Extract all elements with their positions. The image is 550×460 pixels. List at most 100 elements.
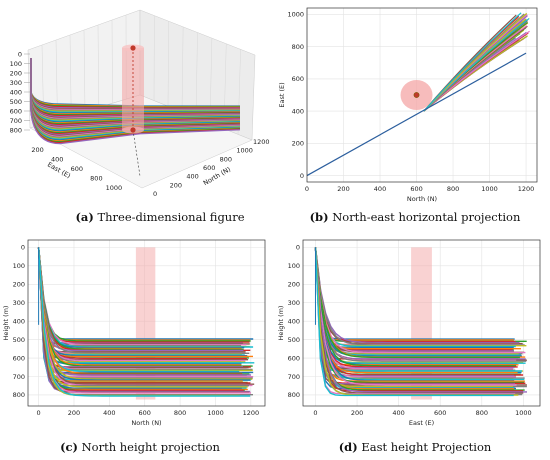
a-z-tick-label: 300 — [10, 79, 22, 87]
c-trajectory-line — [37, 247, 255, 364]
d-trajectory-line — [314, 247, 522, 356]
b-x-tick-label: 600 — [410, 185, 422, 193]
a-z-tick-label: 0 — [18, 51, 22, 59]
b-trajectory-line — [423, 35, 528, 112]
c-trajectory-line — [37, 247, 253, 358]
d-trajectory-line — [314, 247, 520, 344]
d-trajectory-line — [314, 247, 525, 384]
b-y-tick-label: 200 — [292, 140, 304, 148]
d-trajectory-line — [314, 247, 516, 378]
c-x-tick-label: 200 — [68, 409, 80, 417]
c-x-tick-label: 400 — [103, 409, 115, 417]
c-trajectory-line — [37, 247, 243, 344]
c-trajectory-line — [37, 247, 250, 343]
c-y-tick-label: 800 — [13, 391, 25, 399]
c-trajectory-line — [37, 247, 242, 347]
c-trajectory-line — [37, 247, 246, 362]
c-trajectory-line — [37, 247, 253, 396]
c-x-tick-label: 0 — [37, 409, 41, 417]
b-x-axis-label: North (N) — [407, 195, 437, 203]
d-y-tick-label: 100 — [288, 262, 300, 270]
d-axes-frame — [302, 239, 541, 407]
c-y-tick-label: 0 — [21, 244, 25, 252]
c-x-tick-label: 800 — [174, 409, 186, 417]
b-y-tick-label: 0 — [300, 172, 304, 180]
c-trajectory-line — [37, 247, 247, 346]
c-trajectory-line — [37, 247, 255, 385]
b-base-line — [306, 52, 527, 177]
d-trajectory-line — [314, 247, 517, 386]
c-trajectory-line — [37, 247, 245, 356]
c-y-tick-label: 700 — [13, 373, 25, 381]
b-x-tick-label: 1200 — [518, 185, 535, 193]
b-x-tick-label: 800 — [447, 185, 459, 193]
c-trajectory-line — [37, 247, 254, 378]
d-trajectory-line — [314, 247, 526, 360]
d-x-tick-label: 400 — [392, 409, 404, 417]
caption-b: (b) North-east horizontal projection — [309, 210, 521, 224]
c-trajectory-line — [37, 247, 243, 382]
c-trajectory-line — [37, 247, 251, 376]
c-y-tick-label: 400 — [13, 317, 25, 325]
d-x-axis-label: East (E) — [409, 419, 434, 427]
d-y-tick-label: 300 — [288, 299, 300, 307]
a-grid-line — [167, 21, 169, 107]
chart-north-east: 0 200 400 600 800 1000 1200 0 200 400 600 800 1000 No… — [278, 7, 538, 203]
c-trajectory-line — [37, 247, 251, 394]
c-trajectory-line — [37, 247, 251, 397]
d-trajectory-line — [314, 247, 513, 370]
c-trajectory-line — [37, 247, 253, 380]
d-trajectory-line — [314, 247, 527, 362]
a-grid-line — [181, 26, 184, 112]
d-y-tick-label: 700 — [288, 373, 300, 381]
a-grid-line — [83, 29, 86, 112]
c-trajectory-line — [37, 247, 240, 373]
b-y-tick-label: 600 — [292, 75, 304, 83]
caption-c: (c) North height projection — [60, 440, 220, 454]
d-trajectory-line — [314, 247, 517, 367]
a-north-tick-label: 600 — [203, 164, 215, 172]
chart-3d: 0100200300400500600700800200400600800100… — [10, 9, 270, 198]
a-north-tick-label: 1000 — [236, 147, 253, 155]
a-bottom-point — [130, 127, 136, 133]
c-trajectory-line — [37, 247, 251, 381]
a-north-tick-label: 0 — [153, 190, 157, 198]
c-trajectory-line — [37, 247, 246, 363]
d-y-tick-label: 500 — [288, 336, 300, 344]
c-trajectory-line — [37, 247, 251, 341]
d-trajectory-line — [314, 247, 514, 397]
d-x-tick-label: 800 — [476, 409, 488, 417]
c-trajectory-line — [37, 247, 248, 388]
b-x-tick-label: 400 — [374, 185, 386, 193]
c-trajectory-line — [37, 247, 250, 354]
a-grid-line — [97, 24, 99, 108]
c-trajectory-line — [37, 247, 245, 349]
c-axes-frame — [27, 239, 266, 407]
a-north-tick-label: 400 — [186, 173, 198, 181]
d-trajectory-line — [314, 247, 525, 391]
c-trajectory-line — [37, 247, 243, 368]
d-y-tick-label: 200 — [288, 281, 300, 289]
c-trajectory-line — [37, 247, 253, 371]
a-east-tick-label: 400 — [51, 155, 63, 163]
d-trajectory-line — [314, 247, 520, 359]
d-trajectory-line — [314, 247, 519, 366]
c-x-tick-label: 1000 — [207, 409, 224, 417]
d-trajectory-line — [314, 247, 526, 354]
a-east-axis-label: East (E) — [46, 160, 72, 180]
a-east-tick-label: 800 — [90, 175, 102, 183]
c-y-tick-label: 300 — [13, 299, 25, 307]
d-x-tick-label: 1000 — [515, 409, 532, 417]
d-y-tick-label: 800 — [288, 391, 300, 399]
c-x-tick-label: 600 — [139, 409, 151, 417]
d-trajectory-line — [314, 247, 527, 393]
a-z-tick-label: 400 — [10, 89, 22, 97]
a-z-tick-label: 200 — [10, 70, 22, 78]
chart-east-height: 0 200 400 600 800 1000 0 100 200 300 400 500 600 700 8… — [277, 239, 541, 427]
b-x-tick-label: 1000 — [481, 185, 498, 193]
a-north-tick-label: 800 — [220, 155, 232, 163]
a-trajectory-line — [30, 58, 241, 145]
a-z-tick-label: 100 — [10, 60, 22, 68]
d-trajectory-line — [314, 247, 515, 340]
c-trajectory-line — [37, 247, 242, 366]
